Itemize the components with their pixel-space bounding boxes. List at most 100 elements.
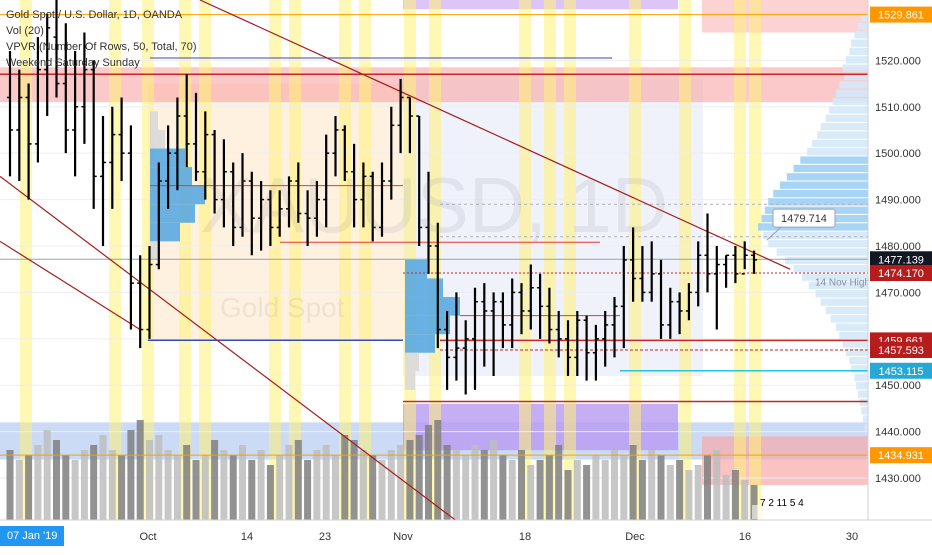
- vpvr-row-13: [820, 123, 868, 131]
- vpvr-row-8: [839, 81, 868, 89]
- volume-bar-20: [192, 460, 200, 520]
- y-tick-label-5: 1470.000: [875, 287, 921, 299]
- x-tick-label-5: Dec: [625, 531, 645, 543]
- weekend-stripe-15: [679, 0, 691, 520]
- left-profile-row-4: [150, 185, 205, 205]
- symbol-title[interactable]: Gold Spot / U.S. Dollar, 1D, OANDA: [6, 9, 183, 21]
- volume-bar-50: [471, 445, 479, 520]
- trend-line-left: [0, 240, 141, 331]
- x-tick-label-3: Nov: [393, 531, 413, 543]
- price-badge-text-5: 1453.115: [878, 366, 923, 378]
- vpvr-row-28: [776, 248, 868, 256]
- volume-bar-44: [415, 435, 423, 520]
- weekend-stripe-12: [544, 0, 556, 520]
- volume-bar-13: [127, 430, 135, 520]
- volume-bar-70: [657, 455, 665, 520]
- volume-bar-0: [6, 450, 14, 520]
- vpvr-row-47: [861, 407, 868, 415]
- volume-bar-24: [229, 455, 237, 520]
- vpvr-row-10: [832, 97, 868, 106]
- y-tick-label-2: 1440.000: [875, 427, 921, 439]
- indicator-vpvr-label[interactable]: VPVR (Number Of Rows, 50, Total, 70): [6, 41, 197, 53]
- bottom-axis-bg: [0, 520, 932, 550]
- vpvr-row-18: [793, 164, 868, 173]
- y-tick-label-10: 1520.000: [875, 55, 921, 67]
- left-profile-row-6: [150, 222, 180, 242]
- price-badge-text-1: 1477.139: [878, 254, 924, 266]
- volume-bar-53: [499, 455, 507, 520]
- weekend-stripe-6: [289, 0, 301, 520]
- vpvr-row-19: [786, 173, 868, 181]
- indicator-weekend-label[interactable]: Weekend Saturday Sunday: [6, 57, 140, 69]
- volume-bar-4: [43, 430, 51, 520]
- volume-bar-45: [425, 425, 432, 520]
- volume-bar-71: [666, 465, 674, 520]
- volume-bar-43: [406, 440, 414, 520]
- left-profile-row-7: [150, 241, 160, 260]
- left-profile-row-1: [150, 129, 165, 149]
- vpvr-row-27: [768, 239, 868, 248]
- vpvr-row-40: [846, 348, 868, 356]
- left-profile-row-3: [150, 167, 192, 186]
- volume-bar-60: [564, 470, 572, 520]
- nov-profile-row-0: [405, 259, 427, 279]
- volume-bar-14: [136, 420, 144, 520]
- volume-bar-10: [99, 435, 107, 520]
- vpvr-row-15: [812, 139, 868, 148]
- volume-bar-33: [313, 450, 321, 520]
- volume-bar-66: [620, 455, 628, 520]
- x-tick-label-2: 23: [319, 531, 331, 543]
- weekend-stripe-14: [629, 0, 641, 520]
- volume-bar-48: [452, 450, 460, 520]
- weekend-stripe-11: [519, 0, 531, 520]
- price-badge-text-6: 1434.931: [878, 450, 924, 462]
- name-watermark: Gold Spot: [220, 292, 345, 323]
- volume-bar-25: [239, 445, 246, 520]
- volume-bar-76: [713, 450, 721, 520]
- volume-badge-label: 7 2 11 5 4: [760, 498, 804, 509]
- vpvr-row-7: [844, 72, 868, 81]
- volume-bar-38: [359, 450, 367, 520]
- volume-bar-49: [462, 455, 470, 520]
- volume-bar-29: [276, 455, 284, 520]
- symbol-watermark: XAUUSD, 1D: [200, 161, 669, 249]
- volume-bar-3: [34, 445, 42, 520]
- volume-bar-51: [480, 450, 488, 520]
- price-badge-text-0: 1529.861: [878, 10, 924, 22]
- vpvr-row-42: [851, 365, 868, 373]
- volume-bar-52: [490, 440, 498, 520]
- price-badge-2: [870, 265, 932, 282]
- volume-bar-17: [164, 450, 172, 520]
- volume-bar-46: [434, 420, 442, 520]
- indicator-volume-label[interactable]: Vol (20): [6, 25, 44, 37]
- volume-bar-75: [704, 455, 711, 520]
- y-tick-label-6: 1480.000: [875, 241, 921, 253]
- volume-bar-23: [220, 450, 228, 520]
- volume-bar-11: [108, 450, 116, 520]
- volume-bar-34: [322, 445, 330, 520]
- volume-bar-30: [285, 445, 293, 520]
- vpvr-row-20: [780, 181, 868, 189]
- volume-bar-32: [304, 460, 312, 520]
- volume-bar-8: [80, 450, 88, 520]
- callout-box: [772, 208, 836, 228]
- vpvr-row-21: [773, 189, 868, 198]
- volume-bar-41: [387, 450, 395, 520]
- weekend-stripe-5: [269, 0, 281, 520]
- weekend-stripe-8: [359, 0, 371, 520]
- volume-bar-64: [601, 460, 609, 520]
- vpvr-row-46: [859, 398, 868, 407]
- vpvr-row-43: [854, 373, 868, 382]
- support-zone-red: [702, 436, 868, 486]
- vpvr-row-16: [807, 148, 868, 156]
- vpvr-row-44: [856, 382, 868, 390]
- volume-bar-42: [397, 445, 405, 520]
- vpvr-row-17: [800, 156, 868, 164]
- x-tick-label-0: Oct: [139, 531, 156, 543]
- price-badge-5: [870, 362, 932, 379]
- volume-bar-74: [694, 465, 702, 520]
- vpvr-row-11: [829, 106, 868, 114]
- price-badge-4: [870, 341, 932, 358]
